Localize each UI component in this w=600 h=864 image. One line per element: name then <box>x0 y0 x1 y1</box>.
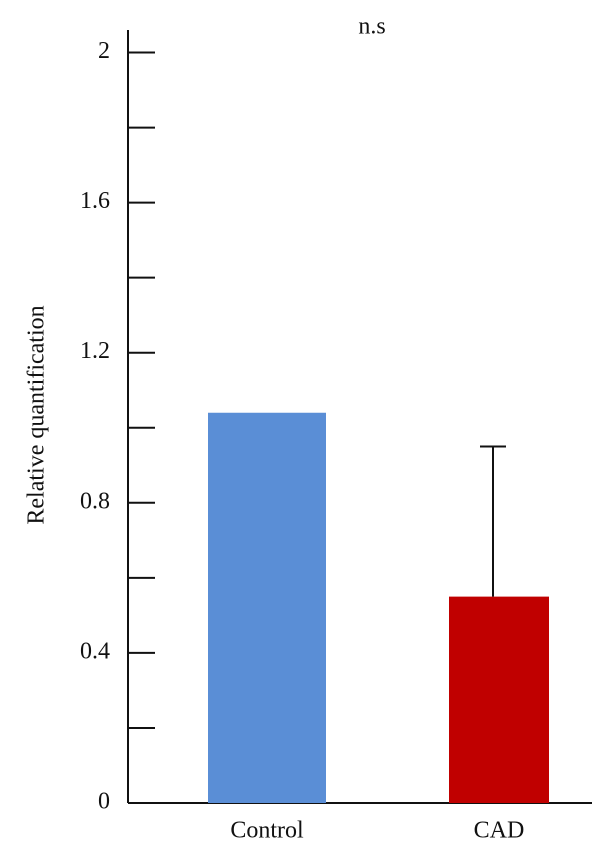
bar <box>208 412 326 803</box>
y-tick-label: 2 <box>98 38 110 64</box>
y-tick-label: 0.4 <box>80 638 110 664</box>
annotation: n.s <box>358 14 385 40</box>
y-tick-label: 0 <box>98 789 110 815</box>
x-tick-label: Control <box>230 818 304 844</box>
y-axis-label: Relative quantification <box>24 305 50 524</box>
bar <box>449 596 549 803</box>
y-tick-label: 1.6 <box>80 188 110 214</box>
x-tick-label: CAD <box>474 818 525 844</box>
y-tick-label: 1.2 <box>80 338 110 364</box>
y-tick-label: 0.8 <box>80 488 110 514</box>
